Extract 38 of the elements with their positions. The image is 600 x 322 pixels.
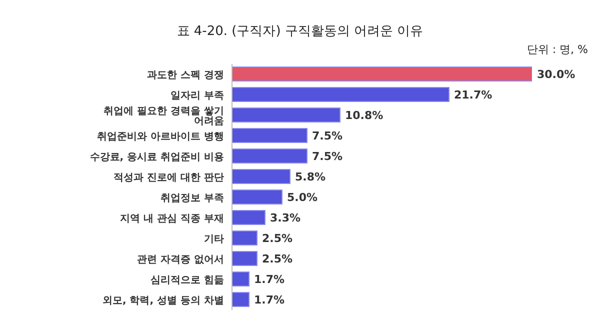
text: 단위 : 명, % bbox=[526, 42, 588, 57]
data-label: 1.7% bbox=[254, 293, 285, 306]
data-label: 21.7% bbox=[454, 88, 492, 102]
bar bbox=[232, 128, 308, 143]
data-label: 5.0% bbox=[287, 190, 318, 204]
y-tick-label: 취업준비와 아르바이트 병행 bbox=[97, 131, 224, 142]
bar bbox=[232, 272, 250, 286]
bar bbox=[232, 108, 340, 122]
data-label: 3.3% bbox=[270, 211, 301, 224]
data-label: 7.5% bbox=[312, 129, 343, 142]
y-tick-label: 취업정보 부족 bbox=[160, 192, 224, 204]
data-label: 2.5% bbox=[262, 232, 293, 245]
bar bbox=[232, 292, 250, 307]
data-label: 10.8% bbox=[345, 108, 384, 122]
chart-title: 표 4-20. (구직자) 구직활동의 어려운 이유 bbox=[176, 23, 424, 40]
bar bbox=[232, 169, 290, 184]
y-tick-label: 기타 bbox=[204, 234, 224, 245]
bar bbox=[232, 148, 308, 164]
y-tick-label: 심리적으로 힘듦 bbox=[150, 274, 224, 286]
y-tick-label: 지역 내 관심 직종 부재 bbox=[120, 213, 224, 224]
bar bbox=[232, 230, 258, 246]
y-tick-label: 취업에 필요한 경력을 쌓기 어려움 bbox=[104, 106, 224, 127]
bar bbox=[232, 66, 532, 82]
y-tick-label: 수강료, 응시료 취업준비 비용 bbox=[90, 152, 224, 163]
y-tick-label: 외모, 학력, 성별 등의 차별 bbox=[102, 295, 224, 306]
bar bbox=[232, 251, 258, 266]
data-label: 30.0% bbox=[537, 68, 576, 81]
data-label: 2.5% bbox=[262, 252, 293, 266]
data-label: 1.7% bbox=[254, 272, 285, 286]
y-tick-label: 적성과 진로에 대한 판단 bbox=[114, 172, 224, 184]
data-label: 5.8% bbox=[295, 170, 326, 184]
data-label: 7.5% bbox=[312, 150, 343, 163]
bar bbox=[232, 190, 282, 204]
y-tick-label: 과도한 스펙 경쟁 bbox=[147, 70, 224, 81]
bar bbox=[232, 210, 266, 225]
bar bbox=[232, 87, 450, 102]
y-tick-label: 관련 자격증 없어서 bbox=[137, 254, 224, 266]
y-tick-label: 일자리 부족 bbox=[170, 90, 224, 102]
